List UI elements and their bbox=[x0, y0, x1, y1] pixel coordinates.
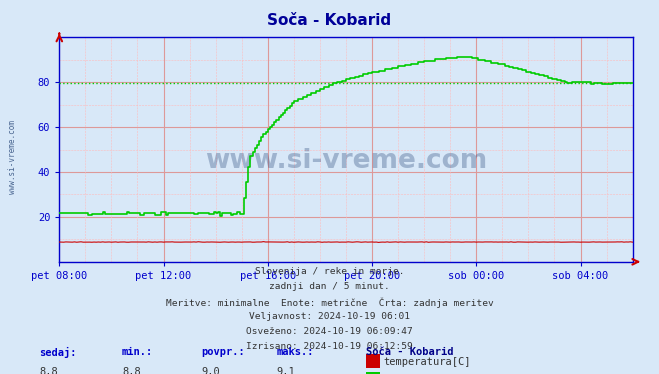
Text: 9,1: 9,1 bbox=[277, 367, 295, 374]
Text: 8,8: 8,8 bbox=[122, 367, 140, 374]
Text: 8,8: 8,8 bbox=[40, 367, 58, 374]
Text: min.:: min.: bbox=[122, 347, 153, 357]
Text: sedaj:: sedaj: bbox=[40, 347, 77, 358]
Text: zadnji dan / 5 minut.: zadnji dan / 5 minut. bbox=[269, 282, 390, 291]
Text: Osveženo: 2024-10-19 06:09:47: Osveženo: 2024-10-19 06:09:47 bbox=[246, 327, 413, 336]
Text: www.si-vreme.com: www.si-vreme.com bbox=[205, 148, 487, 174]
Text: Slovenija / reke in morje.: Slovenija / reke in morje. bbox=[255, 267, 404, 276]
Text: Soča - Kobarid: Soča - Kobarid bbox=[268, 13, 391, 28]
Text: temperatura[C]: temperatura[C] bbox=[384, 357, 471, 367]
Text: Izrisano: 2024-10-19 06:12:59: Izrisano: 2024-10-19 06:12:59 bbox=[246, 342, 413, 351]
Text: 9,0: 9,0 bbox=[201, 367, 219, 374]
Text: Meritve: minimalne  Enote: metrične  Črta: zadnja meritev: Meritve: minimalne Enote: metrične Črta:… bbox=[165, 297, 494, 308]
Text: Soča - Kobarid: Soča - Kobarid bbox=[366, 347, 453, 357]
Text: maks.:: maks.: bbox=[277, 347, 314, 357]
Text: www.si-vreme.com: www.si-vreme.com bbox=[8, 120, 17, 194]
Text: povpr.:: povpr.: bbox=[201, 347, 244, 357]
Text: Veljavnost: 2024-10-19 06:01: Veljavnost: 2024-10-19 06:01 bbox=[249, 312, 410, 321]
